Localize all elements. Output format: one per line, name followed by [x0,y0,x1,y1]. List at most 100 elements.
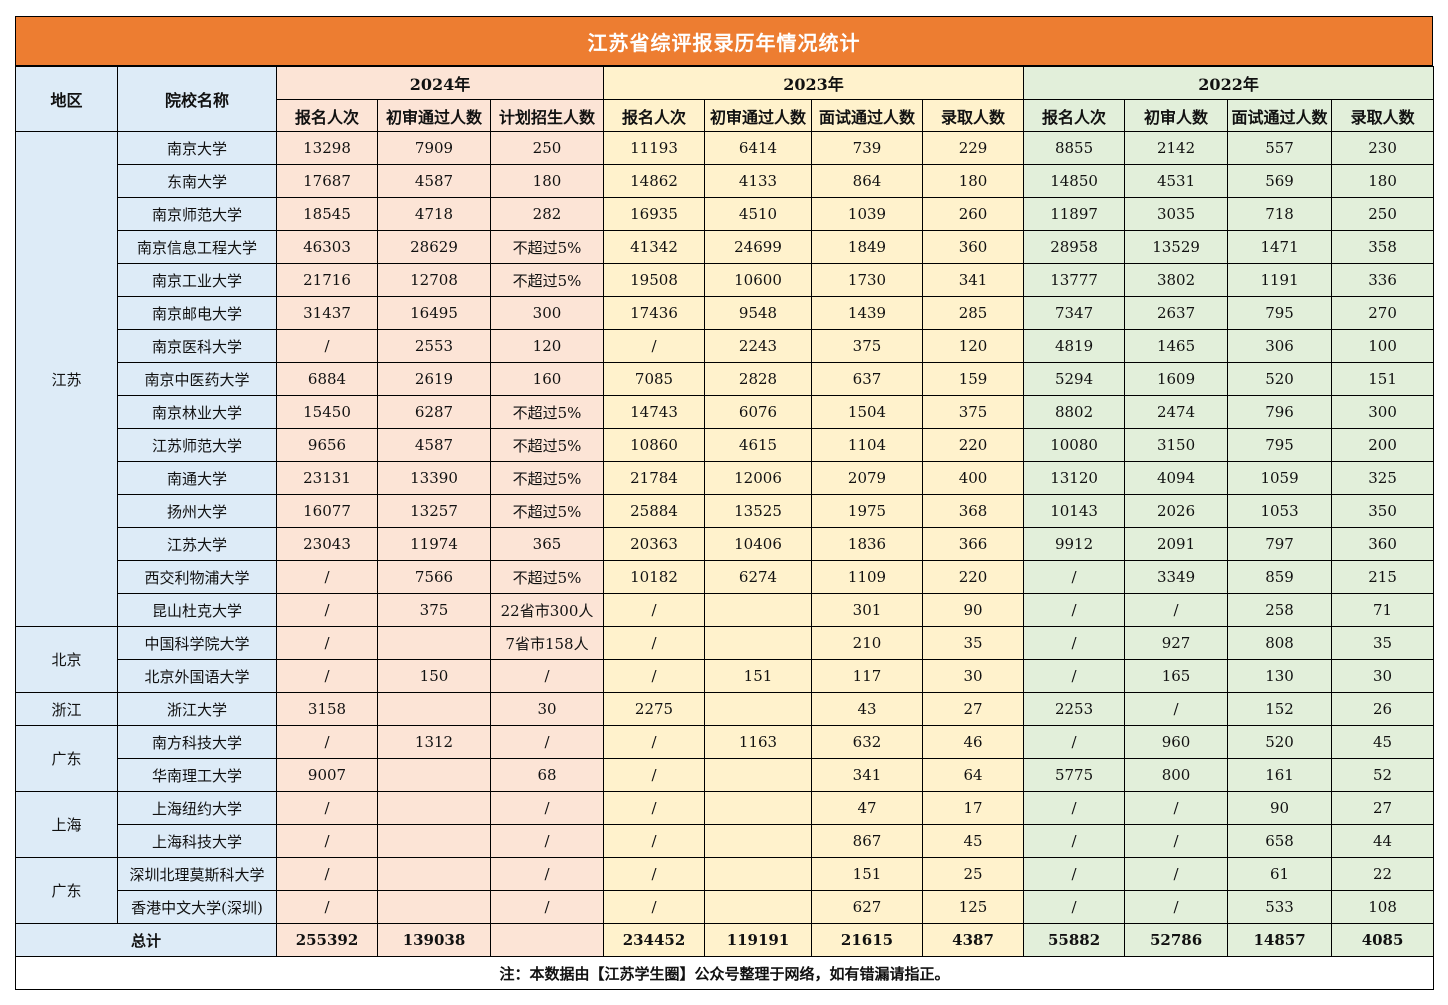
data-cell: 375 [377,593,491,627]
data-cell: 365 [490,527,604,561]
data-cell: / [603,725,705,759]
school-name-cell: 南京大学 [117,131,277,165]
data-cell: 152 [1227,692,1333,726]
data-cell: / [490,791,604,825]
data-cell: 230 [1331,131,1435,165]
data-cell: 不超过5% [490,494,604,528]
total-cell: 255392 [276,923,378,957]
school-name-cell: 南方科技大学 [117,725,277,759]
data-cell: 220 [921,560,1025,594]
data-cell: 300 [1331,395,1435,429]
header-2023-interview: 面试通过人数 [811,99,923,132]
footnote: 注：本数据由【江苏学生圈】公众号整理于网络，如有错漏请指正。 [14,956,1435,990]
data-cell: / [276,890,378,924]
data-cell: 90 [921,593,1025,627]
data-cell: 1465 [1124,329,1229,363]
data-cell: 17687 [276,164,378,198]
data-cell: / [603,758,705,792]
total-cell: 21615 [811,923,923,957]
data-cell: 28629 [377,230,491,264]
data-cell: 6076 [704,395,812,429]
data-cell: 2142 [1124,131,1229,165]
school-name-cell: 深圳北理莫斯科大学 [117,857,277,891]
data-cell: 6287 [377,395,491,429]
header-2022-admitted: 录取人数 [1331,99,1435,132]
data-cell: / [276,659,378,693]
data-cell: / [276,593,378,627]
data-cell: 64 [921,758,1025,792]
data-cell: 533 [1227,890,1333,924]
data-cell: 24699 [704,230,812,264]
data-cell: / [490,824,604,858]
data-cell: 30 [1331,659,1435,693]
data-cell: 12708 [377,263,491,297]
admission-stats-table: 地区 院校名称 2024年 2023年 2022年 报名人次 初审通过人数 计划… [14,66,1435,990]
data-cell: 4587 [377,164,491,198]
data-cell: 632 [811,725,923,759]
data-cell: 21716 [276,263,378,297]
data-cell: 1730 [811,263,923,297]
data-cell [704,692,812,726]
data-cell [704,857,812,891]
data-cell: 16495 [377,296,491,330]
data-cell [377,890,491,924]
data-cell: 13525 [704,494,812,528]
data-cell: 18545 [276,197,378,231]
data-cell: 336 [1331,263,1435,297]
data-cell: 23043 [276,527,378,561]
data-cell: 282 [490,197,604,231]
data-cell: 260 [921,197,1025,231]
header-2024-plan: 计划招生人数 [490,99,604,132]
data-cell: 不超过5% [490,263,604,297]
data-cell: 15450 [276,395,378,429]
table-row: 广东 深圳北理莫斯科大学 / //151 25//61 22 [15,857,1435,924]
data-cell [377,824,491,858]
data-cell: 165 [1124,659,1229,693]
data-cell: 8802 [1023,395,1126,429]
data-cell: 250 [1331,197,1435,231]
data-cell: / [603,824,705,858]
data-cell: 520 [1227,725,1333,759]
data-cell: 46303 [276,230,378,264]
data-cell: 2553 [377,329,491,363]
data-cell: 1975 [811,494,923,528]
school-name-cell: 中国科学院大学 [117,626,277,660]
data-cell: 1609 [1124,362,1229,396]
data-cell: 120 [921,329,1025,363]
stats-sheet: 江苏省综评报录历年情况统计 地区 院校名称 2024年 2023年 2022年 … [14,16,1435,990]
data-cell: 21784 [603,461,705,495]
data-cell: 13298 [276,131,378,165]
data-cell: 2253 [1023,692,1126,726]
data-cell: 1053 [1227,494,1333,528]
data-cell: 161 [1227,758,1333,792]
data-cell: 10406 [704,527,812,561]
data-cell: 300 [490,296,604,330]
data-cell: 800 [1124,758,1229,792]
data-cell: 4615 [704,428,812,462]
data-cell: 14850 [1023,164,1126,198]
table-row: 南京师范大学 18545 4718 282 16935 4510 1039 260 11897 3… [16,197,1435,231]
data-cell: 25 [921,857,1025,891]
header-year-2022: 2022年 [1023,66,1435,100]
data-cell: 520 [1227,362,1333,396]
data-cell: 1109 [811,560,923,594]
data-cell: 325 [1331,461,1435,495]
data-cell: 5294 [1023,362,1126,396]
school-name-cell: 南通大学 [117,461,277,495]
data-cell: 7909 [377,131,491,165]
data-cell: 180 [490,164,604,198]
data-cell: 859 [1227,560,1333,594]
table-row: 浙江 浙江大学 3158 30 2275 43 27 2253/152 26 [15,692,1435,726]
table-row: 西交利物浦大学/7566 不超过5% 10182 6274 1109 220/3349 85… [16,560,1435,594]
data-cell: 5775 [1023,758,1126,792]
data-cell: / [276,560,378,594]
region-cell: 广东 [15,725,118,792]
data-cell [704,626,812,660]
data-cell: 9912 [1023,527,1126,561]
data-cell: 1471 [1227,230,1333,264]
data-cell: 61 [1227,857,1333,891]
data-cell: 31437 [276,296,378,330]
data-cell: 1191 [1227,263,1333,297]
region-cell: 江苏 [15,131,118,627]
data-cell: 927 [1124,626,1229,660]
